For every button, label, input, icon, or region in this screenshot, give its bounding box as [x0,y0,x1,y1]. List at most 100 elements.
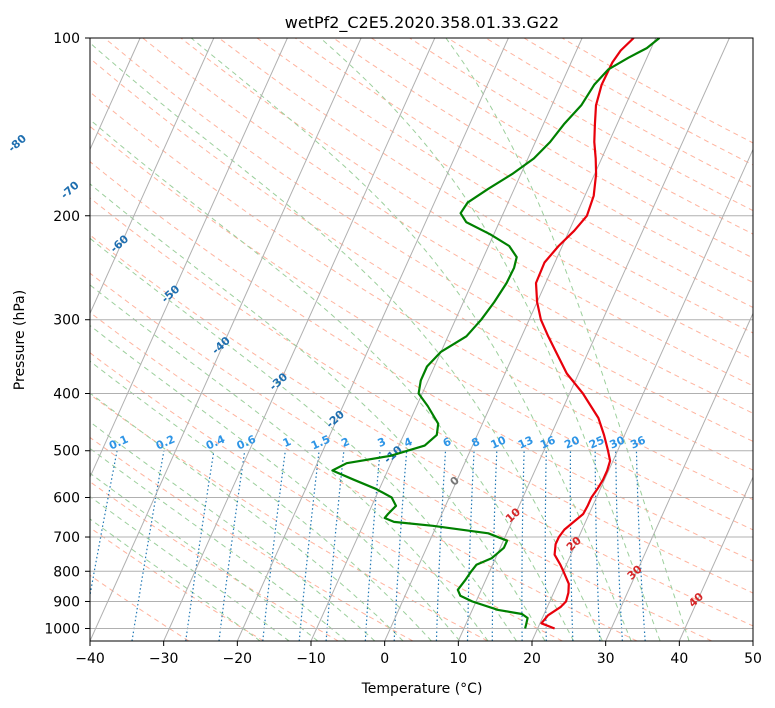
mixing-ratio-line [185,450,215,641]
x-axis: −40 −30 −20 −10 0 10 20 30 40 50 [75,641,762,667]
y-tick-label: 700 [53,530,80,546]
y-tick-label: 900 [53,594,80,610]
moist-adiabat [90,324,461,641]
isotherm [0,38,66,641]
chart-title: wetPf2_C2E5.2020.358.01.33.G22 [285,13,559,33]
isotherm [236,38,509,641]
mixing-ratio-line [90,450,118,599]
mixing-ratio-line [435,450,447,641]
isotherm [752,639,753,641]
moist-adiabat [445,38,690,641]
isotherm-label: 10 [503,505,523,525]
isotherm-label: 40 [686,590,706,610]
mixing-ratio-label: 0.2 [154,433,177,453]
y-tick-label: 100 [53,31,80,47]
isotherm [678,475,753,641]
dry-adiabat [294,38,753,308]
isotherm-label: -80 [6,132,30,155]
mixing-ratio-label: 6 [441,435,454,450]
y-tick-label: 1000 [44,621,80,637]
dry-adiabat [90,352,563,641]
y-tick-label: 500 [53,444,80,460]
mixing-ratio-line [544,450,547,641]
dry-adiabat [485,38,753,189]
moist-adiabat [90,495,290,641]
x-tick-label: −40 [75,651,105,667]
moist-adiabat [190,38,632,641]
dry-adiabat [90,272,712,641]
moist-adiabat [90,392,404,641]
isotherm [605,312,753,641]
dry-adiabat [90,574,190,641]
mixing-ratio-label: 25 [587,433,606,451]
dry-adiabat [90,91,753,501]
x-tick-label: 40 [670,651,688,667]
moist-adiabat [90,119,575,641]
mixing-ratio-label: 0.4 [204,432,227,452]
isotherm [90,38,141,151]
moist-adiabat [90,237,517,641]
x-tick-label: −20 [223,651,253,667]
isotherm [90,38,362,641]
grid-lines [90,38,753,629]
dry-adiabat [90,125,753,531]
moist-adiabat [90,183,546,641]
isotherm [531,148,753,641]
moist-adiabat [90,447,347,641]
isotherm [90,38,215,315]
dry-adiabat [333,38,753,283]
dry-adiabat [256,38,753,334]
x-axis-label: Temperature (°C) [361,681,483,697]
mixing-ratio-labels: 0.1 0.2 0.4 0.6 1 1.5 2 3 4 6 8 10 13 16 20 25 30 36 [107,432,648,452]
mixing-ratio-label: 2 [339,435,351,450]
x-tick-label: −10 [296,651,326,667]
mixing-ratio-line [131,450,165,641]
moist-adiabat [320,38,661,641]
isotherm-label: 0 [448,474,463,489]
x-tick-label: 0 [380,651,389,667]
isotherm [384,38,657,641]
y-tick-label: 600 [53,490,80,506]
y-axis: 100 200 300 400 500 600 700 800 900 1000 [44,31,90,637]
mixing-ratio-line [218,450,246,641]
x-tick-label: 30 [597,651,615,667]
mixing-ratio-label: 3 [376,435,388,450]
isotherm [90,38,288,479]
isotherm-label: -70 [58,178,82,201]
mixing-ratio-line [364,450,381,641]
x-tick-label: −30 [149,651,179,667]
series-lines [331,38,661,630]
moist-adiabat [90,42,603,641]
mixing-ratio-label: 1 [281,435,293,450]
mixing-ratio-line [635,450,646,641]
dry-adiabat [90,234,753,627]
dry-adiabat [180,38,753,387]
dry-adiabat [90,393,488,641]
dry-adiabat [104,38,753,442]
x-tick-label: 20 [523,651,541,667]
plot-frame [89,37,754,642]
moist-adiabat [90,360,432,641]
mixing-ratio-label: 30 [608,433,628,451]
dry-adiabat [218,38,753,360]
dry-adiabat [90,436,414,641]
y-tick-label: 400 [53,387,80,403]
moist-adiabat [90,421,376,641]
dewpoint-profile-line [331,38,661,629]
y-axis-label: Pressure (hPa) [12,290,28,390]
mixing-ratio-label: 10 [489,433,509,451]
isotherm [163,38,436,641]
y-tick-label: 800 [53,564,80,580]
isotherm-label: -60 [108,232,132,255]
dry-adiabat [90,57,753,471]
temperature-profile-line [534,38,635,630]
moist-adiabat [90,284,489,641]
isotherm [310,38,583,641]
mixing-ratio-label: 4 [402,435,415,450]
y-tick-label: 200 [53,209,80,225]
mixing-ratio-label: 0.1 [107,433,130,453]
isotherm [457,38,730,641]
isotherm-label: 30 [625,562,645,582]
background-lines [0,38,753,641]
